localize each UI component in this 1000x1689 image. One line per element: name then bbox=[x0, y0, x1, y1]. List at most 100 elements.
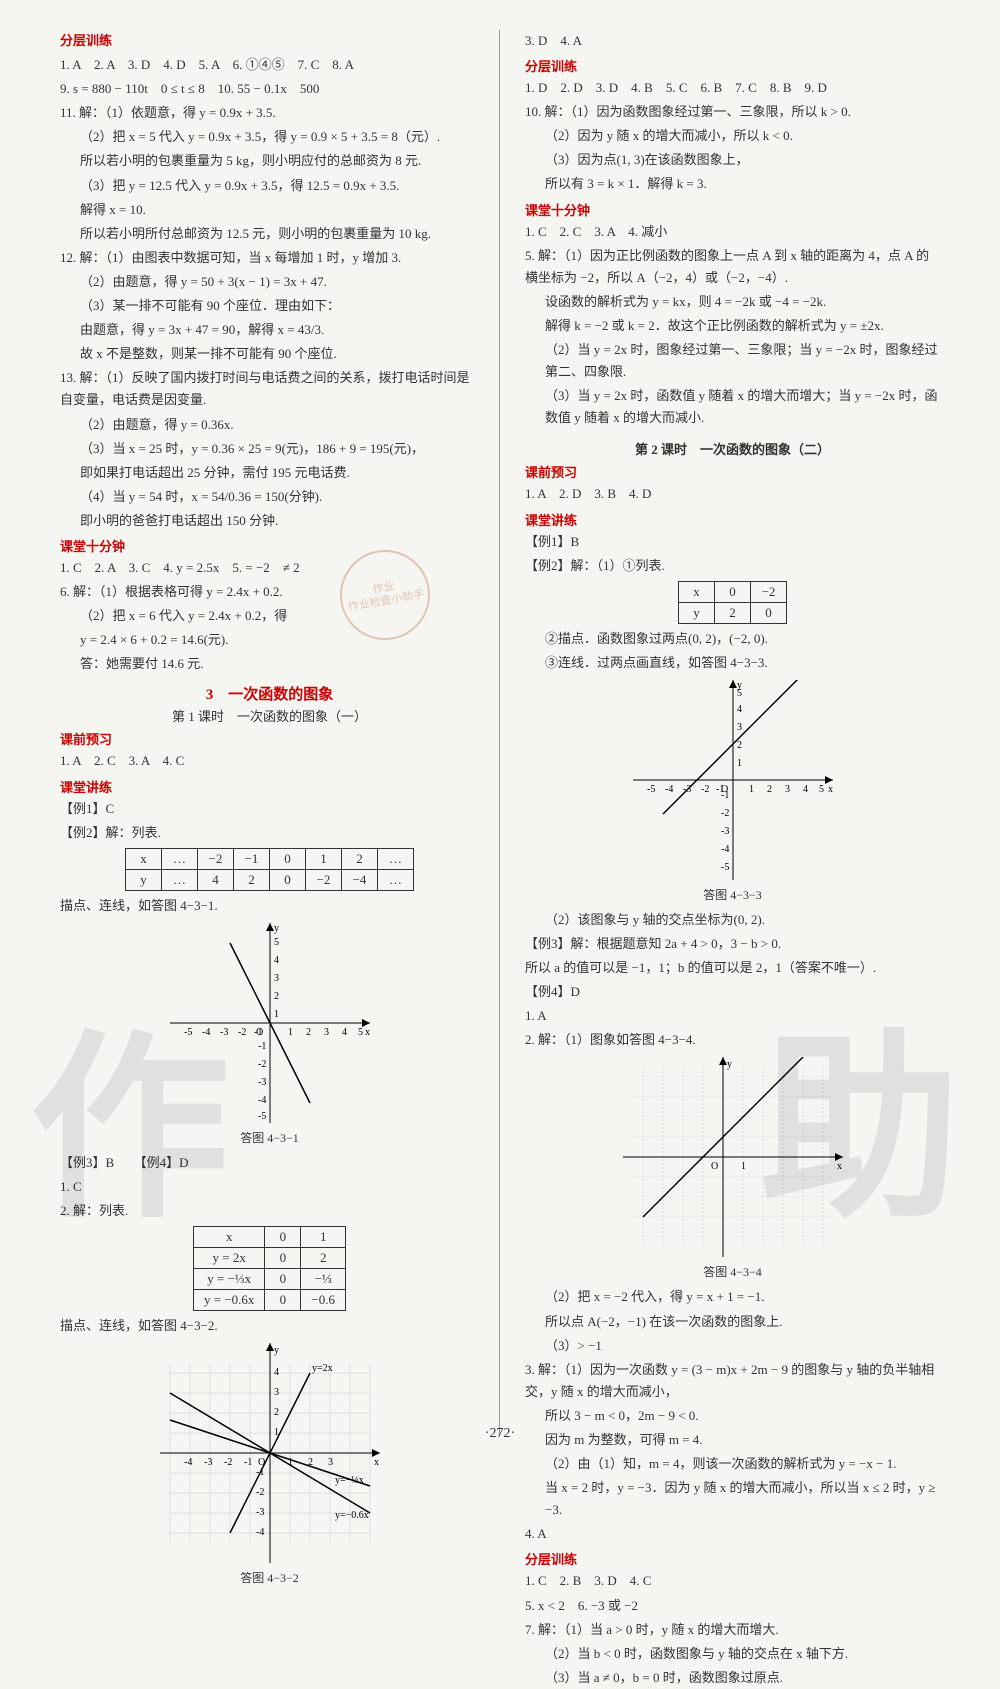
svg-text:-3: -3 bbox=[721, 826, 729, 837]
svg-text:y: y bbox=[274, 923, 279, 934]
text: （2）因为 y 随 x 的增大而减小，所以 k < 0. bbox=[525, 125, 940, 147]
caption: 答图 4−3−2 bbox=[60, 1569, 479, 1586]
text: 【例1】B bbox=[525, 531, 940, 553]
sub-title: 第 2 课时 一次函数的图象（二） bbox=[525, 439, 940, 458]
data-table: x…−2−1012… y…420−2−4… bbox=[125, 848, 414, 891]
svg-text:-2: -2 bbox=[238, 1027, 246, 1038]
text: （3）当 x = 25 时，y = 0.36 × 25 = 9(元)，186 +… bbox=[60, 438, 479, 460]
text: 由题意，得 y = 3x + 47 = 90，解得 x = 43/3. bbox=[60, 319, 479, 341]
text: （2）把 x = −2 代入，得 y = x + 1 = −1. bbox=[525, 1286, 940, 1308]
text: 1. C bbox=[60, 1176, 479, 1198]
text: 即如果打电话超出 25 分钟，需付 195 元电话费. bbox=[60, 462, 479, 484]
svg-text:2: 2 bbox=[274, 991, 279, 1002]
text: 12. 解：（1）由图表中数据可知，当 x 每增加 1 时，y 增加 3. bbox=[60, 247, 479, 269]
section-head: 课堂讲练 bbox=[525, 510, 940, 529]
right-column: 3. D 4. A 分层训练 1. D 2. D 3. D 4. B 5. C … bbox=[500, 30, 960, 1436]
text: （4）当 y = 54 时，x = 54/0.36 = 150(分钟). bbox=[60, 486, 479, 508]
text: 所以 a 的值可以是 −1，1；b 的值可以是 2，1（答案不唯一）. bbox=[525, 957, 940, 979]
svg-text:-1: -1 bbox=[721, 790, 729, 801]
graph-3: xy O 12345 -5-4-3-2-1 12345 -1-2-3-4-5 bbox=[525, 680, 940, 880]
svg-text:3: 3 bbox=[328, 1457, 333, 1468]
text: 所以 3 − m < 0，2m − 9 < 0. bbox=[525, 1405, 940, 1427]
text: （3）> −1 bbox=[525, 1335, 940, 1357]
text: 描点、连线，如答图 4−3−1. bbox=[60, 895, 479, 917]
svg-text:3: 3 bbox=[737, 722, 742, 733]
data-table: x01 y = 2x02 y = −⅓x0−⅓ y = −0.6x0−0.6 bbox=[193, 1226, 346, 1311]
section-head: 分层训练 bbox=[525, 1549, 940, 1568]
left-column: 分层训练 1. A 2. A 3. D 4. D 5. A 6. ①④⑤ 7. … bbox=[60, 30, 500, 1436]
svg-text:-4: -4 bbox=[258, 1095, 266, 1106]
svg-text:4: 4 bbox=[274, 1367, 279, 1378]
svg-text:-3: -3 bbox=[258, 1077, 266, 1088]
caption: 答图 4−3−4 bbox=[525, 1263, 940, 1280]
svg-text:-1: -1 bbox=[256, 1467, 264, 1478]
svg-text:-4: -4 bbox=[665, 784, 673, 795]
text: 即小明的爸爸打电话超出 150 分钟. bbox=[60, 510, 479, 532]
svg-text:-3: -3 bbox=[256, 1507, 264, 1518]
text: 解得 k = −2 或 k = 2．故这个正比例函数的解析式为 y = ±2x. bbox=[525, 315, 940, 337]
text: ③连线．过两点画直线，如答图 4−3−3. bbox=[525, 652, 940, 674]
text: （3）某一排不可能有 90 个座位．理由如下： bbox=[60, 295, 479, 317]
svg-text:-2: -2 bbox=[256, 1487, 264, 1498]
section-head: 课前预习 bbox=[60, 729, 479, 748]
svg-text:y: y bbox=[274, 1345, 279, 1356]
section-head: 课堂十分钟 bbox=[525, 200, 940, 219]
text: 【例3】解：根据题意知 2a + 4 > 0，3 − b > 0. bbox=[525, 933, 940, 955]
svg-text:1: 1 bbox=[274, 1427, 279, 1438]
svg-text:-3: -3 bbox=[204, 1457, 212, 1468]
text: 所以若小明所付总邮资为 12.5 元，则小明的包裹重量为 10 kg. bbox=[60, 223, 479, 245]
svg-text:-5: -5 bbox=[258, 1111, 266, 1122]
text: 1. C 2. A 3. C 4. y = 2.5x 5. = −2 ≠ 2 bbox=[60, 557, 479, 579]
svg-text:-2: -2 bbox=[224, 1457, 232, 1468]
text: 13. 解：（1）反映了国内拨打时间与电话费之间的关系，拨打电话时间是自变量，电… bbox=[60, 367, 479, 411]
svg-text:-4: -4 bbox=[202, 1027, 210, 1038]
text: （2）该图象与 y 轴的交点坐标为(0, 2). bbox=[525, 909, 940, 931]
data-table: x0−2 y20 bbox=[678, 581, 787, 624]
svg-text:1: 1 bbox=[288, 1027, 293, 1038]
sub-title: 第 1 课时 一次函数的图象（一） bbox=[60, 706, 479, 725]
svg-text:-4: -4 bbox=[184, 1457, 192, 1468]
text: 3. 解：（1）因为一次函数 y = (3 − m)x + 2m − 9 的图象… bbox=[525, 1359, 940, 1403]
svg-text:2: 2 bbox=[306, 1027, 311, 1038]
text: 描点、连线，如答图 4−3−2. bbox=[60, 1315, 479, 1337]
svg-text:3: 3 bbox=[785, 784, 790, 795]
text: 解得 x = 10. bbox=[60, 199, 479, 221]
section-head: 分层训练 bbox=[60, 30, 479, 52]
text: 1. A 2. C 3. A 4. C bbox=[60, 750, 479, 772]
svg-text:O: O bbox=[711, 1161, 718, 1172]
text: 故 x 不是整数，则某一排不可能有 90 个座位. bbox=[60, 343, 479, 365]
text: （2）把 x = 6 代入 y = 2.4x + 0.2，得 bbox=[60, 605, 479, 627]
svg-text:4: 4 bbox=[342, 1027, 347, 1038]
text: （3）当 a ≠ 0，b = 0 时，函数图象过原点. bbox=[525, 1667, 940, 1689]
text: 9. s = 880 − 110t 0 ≤ t ≤ 8 10. 55 − 0.1… bbox=[60, 78, 479, 100]
text: 【例4】D bbox=[525, 981, 940, 1003]
caption: 答图 4−3−1 bbox=[60, 1129, 479, 1146]
svg-text:1: 1 bbox=[749, 784, 754, 795]
svg-text:-4: -4 bbox=[256, 1527, 264, 1538]
text: ②描点．函数图象过两点(0, 2)，(−2, 0). bbox=[525, 628, 940, 650]
text: 设函数的解析式为 y = kx，则 4 = −2k 或 −4 = −2k. bbox=[525, 291, 940, 313]
text: （2）当 y = 2x 时，图象经过第一、三象限；当 y = −2x 时，图象经… bbox=[525, 339, 940, 383]
svg-text:-2: -2 bbox=[721, 808, 729, 819]
text: （3）当 y = 2x 时，函数值 y 随着 x 的增大而增大；当 y = −2… bbox=[525, 385, 940, 429]
svg-text:x: x bbox=[828, 784, 833, 795]
svg-text:-5: -5 bbox=[184, 1027, 192, 1038]
svg-text:-4: -4 bbox=[721, 844, 729, 855]
svg-text:y=2x: y=2x bbox=[312, 1363, 333, 1374]
svg-text:-5: -5 bbox=[647, 784, 655, 795]
svg-text:5: 5 bbox=[737, 688, 742, 699]
text: y = 2.4 × 6 + 0.2 = 14.6(元). bbox=[60, 629, 479, 651]
caption: 答图 4−3−3 bbox=[525, 886, 940, 903]
text: 当 x = 2 时，y = −3．因为 y 随 x 的增大而减小，所以当 x ≤… bbox=[525, 1477, 940, 1521]
svg-text:x: x bbox=[365, 1027, 370, 1038]
svg-text:-2: -2 bbox=[258, 1059, 266, 1070]
svg-text:-3: -3 bbox=[220, 1027, 228, 1038]
text: 3. D 4. A bbox=[525, 30, 940, 52]
svg-text:2: 2 bbox=[274, 1407, 279, 1418]
text: 1. C 2. B 3. D 4. C bbox=[525, 1570, 940, 1592]
text: 1. C 2. C 3. A 4. 减小 bbox=[525, 221, 940, 243]
svg-text:x: x bbox=[837, 1161, 842, 1172]
graph-1: xy 543 21 O 12345 -5-4-3-2-1 -1-2-3-4-5 bbox=[60, 923, 479, 1123]
svg-text:1: 1 bbox=[741, 1161, 746, 1172]
svg-text:4: 4 bbox=[803, 784, 808, 795]
